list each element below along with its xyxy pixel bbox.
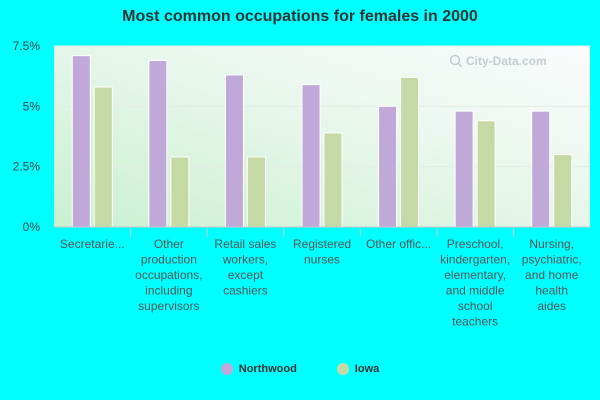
bar-iowa	[170, 156, 190, 228]
x-tick-label: psychiatric,	[522, 253, 582, 267]
x-tick-label: Registered	[293, 237, 351, 251]
legend-swatch	[336, 363, 349, 375]
x-tick-label: teachers	[452, 315, 498, 329]
bar-northwood	[224, 74, 244, 228]
bar-northwood	[301, 84, 321, 228]
y-tick-label: 2.5%	[13, 160, 41, 174]
bar-iowa	[93, 86, 113, 228]
x-tick-label: and home	[525, 268, 579, 282]
legend-label: Iowa	[354, 363, 380, 375]
x-tick-label: nurses	[304, 253, 340, 267]
x-tick-label: elementary,	[444, 268, 506, 282]
x-tick-label: health	[535, 284, 568, 298]
x-tick-label: supervisors	[138, 299, 199, 313]
x-tick-label: occupations,	[135, 268, 202, 282]
x-tick-label: Nursing,	[529, 237, 574, 251]
bar-iowa	[246, 156, 266, 228]
y-tick-label: 0%	[23, 220, 41, 234]
bar-northwood	[148, 59, 168, 228]
bars	[71, 55, 573, 228]
y-tick-label: 7.5%	[13, 39, 41, 53]
x-tick-label: except	[228, 268, 264, 282]
x-tick-label: including	[145, 284, 192, 298]
x-tick-label: production	[141, 253, 197, 267]
bar-iowa	[476, 120, 496, 228]
plot-background	[54, 46, 590, 227]
x-tick-label: Secretarie...	[60, 237, 125, 251]
legend-item: Iowa	[336, 363, 380, 375]
gridlines	[54, 45, 590, 168]
bar-northwood	[531, 110, 551, 228]
x-tick-label: and middle	[446, 284, 505, 298]
chart-title: Most common occupations for females in 2…	[122, 8, 478, 25]
magnifier-handle	[457, 62, 463, 68]
legend-label: Northwood	[238, 363, 297, 375]
bar-iowa	[553, 154, 573, 228]
watermark-text: City-Data.com	[466, 54, 547, 68]
bar-iowa	[400, 76, 420, 228]
x-tick-label: workers,	[222, 253, 268, 267]
x-tick-label: cashiers	[223, 284, 268, 298]
x-tick-label: Other offic...	[366, 237, 431, 251]
magnifier-icon	[449, 54, 461, 66]
watermark: City-Data.com	[449, 54, 547, 68]
x-tick-label: Other	[154, 237, 184, 251]
bar-northwood	[454, 110, 474, 228]
legend: Northwood Iowa	[0, 363, 600, 375]
x-tick-label: Preschool,	[447, 237, 504, 251]
y-tick-label: 5%	[23, 99, 41, 113]
bar-iowa	[323, 132, 343, 228]
legend-swatch	[220, 363, 233, 375]
x-tick-label: aides	[537, 299, 566, 313]
x-tick-label: Retail sales	[214, 237, 276, 251]
x-tick-label: kindergarten,	[440, 253, 510, 267]
bar-northwood	[71, 55, 91, 228]
bar-northwood	[378, 105, 398, 228]
legend-item: Northwood	[220, 363, 297, 375]
x-tick-label: school	[458, 299, 493, 313]
axes: 0% 2.5% 5% 7.5% Secretarie... Other production…	[13, 39, 590, 329]
